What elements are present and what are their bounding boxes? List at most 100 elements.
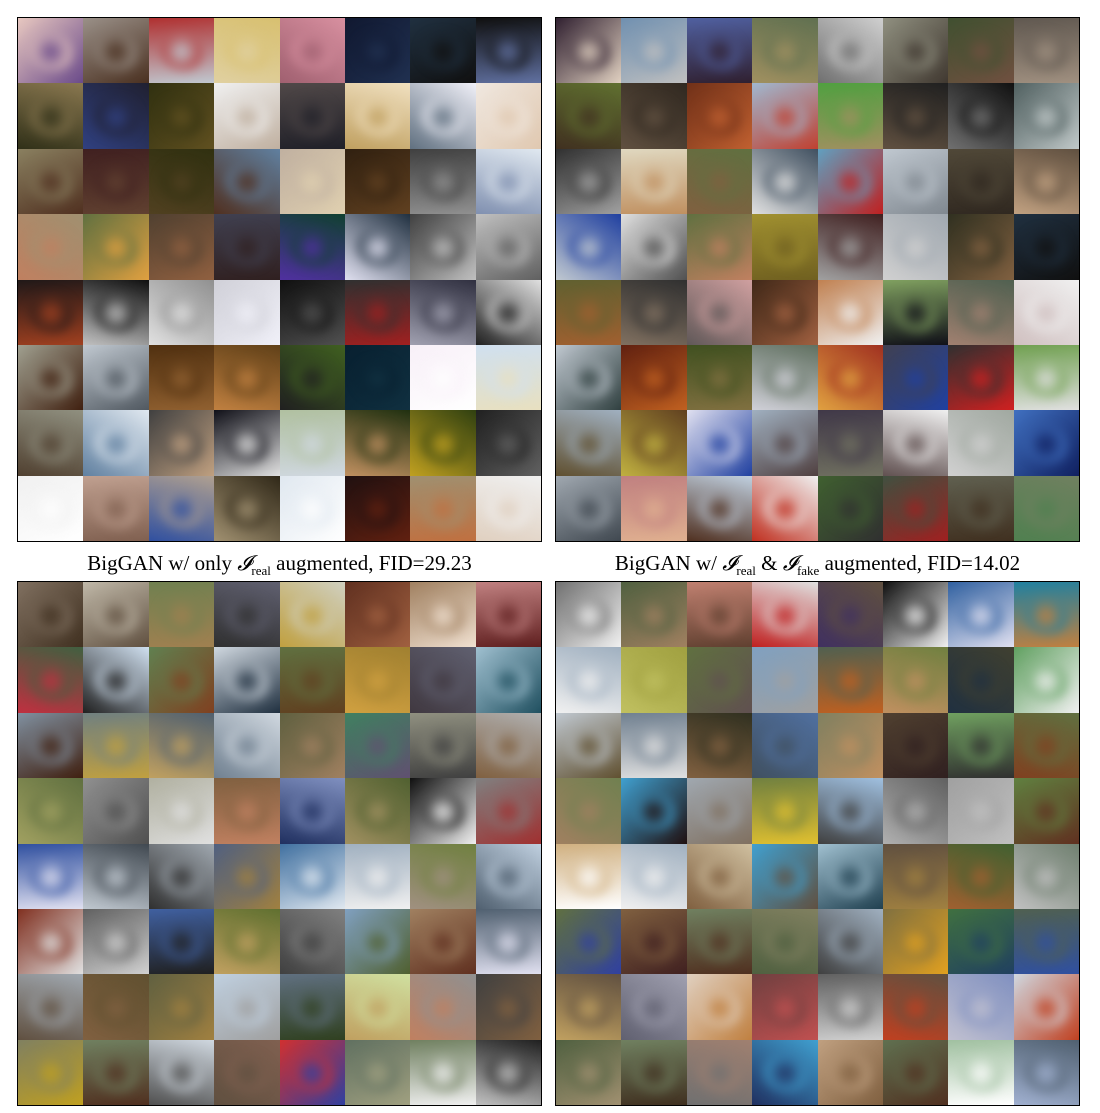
sample-image-subject xyxy=(829,859,872,896)
sample-image-subject xyxy=(894,229,937,267)
sample-image-tile xyxy=(948,712,1014,779)
sample-image-tile xyxy=(1013,83,1079,149)
sample-image-subject xyxy=(567,989,610,1027)
sample-image-subject xyxy=(487,989,530,1027)
sample-image-tile xyxy=(279,279,345,345)
sample-image-subject xyxy=(487,99,530,136)
caption-left: BigGAN w/ only 𝓘real augmented, FID=29.2… xyxy=(17,551,542,583)
sample-image-tile xyxy=(410,778,476,844)
sample-image-tile xyxy=(344,18,411,84)
sample-image-subject xyxy=(487,597,530,635)
sample-image-subject xyxy=(95,33,137,71)
sample-image-subject xyxy=(894,295,937,332)
sample-image-tile xyxy=(475,410,541,476)
sample-image-subject xyxy=(291,425,334,463)
sample-image-subject xyxy=(356,859,399,896)
sample-image-tile xyxy=(621,214,687,280)
sample-image-subject xyxy=(1025,924,1068,962)
sample-image-subject xyxy=(829,1055,872,1092)
sample-grid-top-right xyxy=(555,17,1080,542)
sample-image-subject xyxy=(1025,793,1068,831)
caption-right-suffix: augmented, FID=14.02 xyxy=(819,551,1021,575)
sample-image-tile xyxy=(752,778,818,844)
sample-image-tile xyxy=(279,148,345,215)
sample-image-tile xyxy=(344,148,411,215)
sample-image-tile xyxy=(279,410,345,476)
sample-image-tile xyxy=(279,843,345,909)
sample-image-tile xyxy=(83,410,149,476)
sample-image-subject xyxy=(698,99,741,136)
sample-image-tile xyxy=(882,712,949,779)
sample-image-subject xyxy=(95,164,137,202)
sample-image-subject xyxy=(633,597,675,635)
sample-image-tile xyxy=(83,279,149,345)
sample-image-tile xyxy=(18,974,84,1040)
sample-image-subject xyxy=(225,99,268,136)
sample-image-subject xyxy=(698,1055,741,1092)
sample-image-tile xyxy=(752,712,818,779)
sample-image-tile xyxy=(214,410,280,476)
sample-image-subject xyxy=(894,1055,937,1092)
sample-image-subject xyxy=(698,229,741,267)
sample-image-tile xyxy=(83,647,149,713)
sample-image-subject xyxy=(487,663,530,700)
sample-image-subject xyxy=(763,989,806,1027)
sample-image-subject xyxy=(422,1055,464,1092)
sample-image-tile xyxy=(948,214,1014,280)
sample-image-subject xyxy=(567,924,610,962)
sample-image-tile xyxy=(83,778,149,844)
sample-image-subject xyxy=(894,597,937,635)
sample-image-subject xyxy=(356,728,399,766)
sample-image-tile xyxy=(214,279,280,345)
sample-image-tile xyxy=(279,214,345,280)
sample-image-subject xyxy=(567,859,610,896)
sample-image-subject xyxy=(894,793,937,831)
caption-left-subscript: real xyxy=(251,563,271,579)
sample-image-tile xyxy=(817,214,883,280)
sample-image-tile xyxy=(948,1039,1014,1105)
sample-image-tile xyxy=(344,214,411,280)
sample-image-subject xyxy=(160,924,203,962)
sample-image-subject xyxy=(633,924,675,962)
sample-image-tile xyxy=(279,18,345,84)
sample-image-subject xyxy=(633,33,675,71)
sample-image-tile xyxy=(18,778,84,844)
sample-image-tile xyxy=(556,974,622,1040)
sample-image-subject xyxy=(829,793,872,831)
sample-image-tile xyxy=(752,410,818,476)
sample-image-tile xyxy=(752,148,818,215)
sample-image-subject xyxy=(960,491,1002,528)
sample-image-tile xyxy=(148,908,215,975)
sample-image-tile xyxy=(882,647,949,713)
sample-image-tile xyxy=(344,410,411,476)
sample-image-tile xyxy=(83,18,149,84)
sample-image-subject xyxy=(829,33,872,71)
sample-image-subject xyxy=(894,859,937,896)
sample-image-tile xyxy=(18,475,84,541)
sample-image-subject xyxy=(698,989,741,1027)
sample-image-tile xyxy=(556,410,622,476)
sample-image-tile xyxy=(148,344,215,411)
sample-image-tile xyxy=(475,778,541,844)
sample-image-tile xyxy=(475,647,541,713)
sample-image-subject xyxy=(1025,597,1068,635)
sample-image-subject xyxy=(29,663,72,700)
sample-image-subject xyxy=(829,360,872,398)
sample-image-tile xyxy=(817,974,883,1040)
sample-image-tile xyxy=(817,148,883,215)
sample-image-subject xyxy=(422,924,464,962)
sample-image-subject xyxy=(567,491,610,528)
sample-image-tile xyxy=(882,410,949,476)
caption-right-prefix: BigGAN w/ xyxy=(614,551,723,575)
caption-right: BigGAN w/ 𝓘real & 𝓘fake augmented, FID=1… xyxy=(555,551,1080,583)
sample-image-tile xyxy=(621,843,687,909)
sample-image-tile xyxy=(344,279,411,345)
sample-image-subject xyxy=(829,295,872,332)
sample-image-subject xyxy=(356,597,399,635)
sample-image-tile xyxy=(686,647,753,713)
sample-image-tile xyxy=(344,475,411,541)
sample-image-tile xyxy=(410,410,476,476)
sample-image-subject xyxy=(160,33,203,71)
sample-image-tile xyxy=(621,778,687,844)
sample-image-subject xyxy=(894,924,937,962)
